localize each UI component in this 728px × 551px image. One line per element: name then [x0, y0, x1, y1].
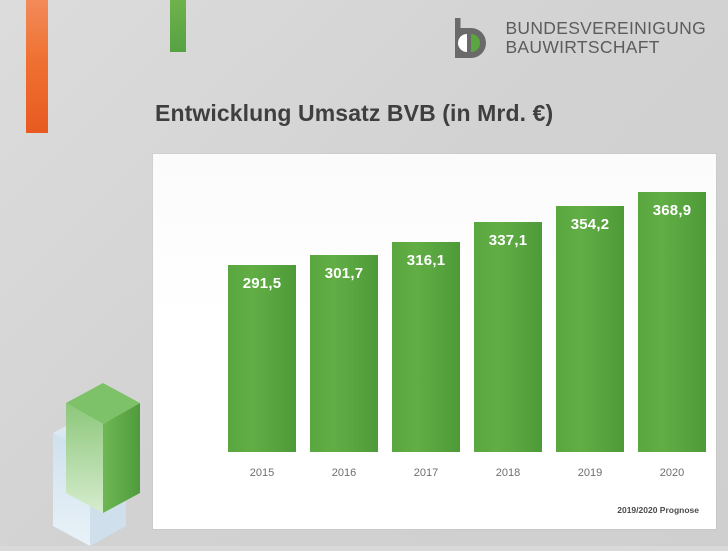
- decorative-orange-bar: [26, 0, 48, 133]
- bar-group: 354,2: [556, 205, 624, 452]
- logo-line-1: BUNDESVEREINIGUNG: [505, 18, 706, 39]
- bar: 368,9: [638, 192, 706, 452]
- chart-footnote: 2019/2020 Prognose: [617, 505, 699, 515]
- bar-value-label: 368,9: [652, 202, 692, 219]
- bar-group: 316,1: [392, 241, 460, 452]
- bar-value-label: 354,2: [570, 215, 610, 233]
- organization-logo: BUNDESVEREINIGUNG BAUWIRTSCHAFT: [445, 14, 706, 62]
- bar-group: 291,5: [228, 264, 296, 452]
- bar: 354,2: [556, 205, 624, 452]
- bar-value-label: 291,5: [242, 274, 282, 292]
- chart-panel: 291,5 2015 301,7 2016 316,1 2017 337,1 2018 354,…: [153, 154, 716, 529]
- logo-wordmark: BUNDESVEREINIGUNG BAUWIRTSCHAFT: [505, 19, 706, 57]
- bar: 291,5: [228, 264, 296, 452]
- category-label: 2017: [413, 467, 439, 479]
- bar: 337,1: [474, 221, 542, 452]
- decorative-green-bar: [170, 0, 186, 52]
- logo-line-2: BAUWIRTSCHAFT: [505, 37, 660, 57]
- decorative-cubes-graphic: [48, 361, 148, 546]
- bar: 301,7: [310, 255, 378, 452]
- page-title: Entwicklung Umsatz BVB (in Mrd. €): [155, 100, 554, 126]
- bar-value-label: 316,1: [406, 251, 446, 269]
- bar-group: 301,7: [310, 255, 378, 452]
- category-label: 2020: [659, 467, 685, 479]
- category-label: 2019: [577, 467, 603, 479]
- bar-value-label: 301,7: [324, 265, 364, 283]
- bar-value-label: 337,1: [488, 231, 528, 249]
- bar-chart-plot-area: 291,5 2015 301,7 2016 316,1 2017 337,1 2018 354,…: [153, 154, 716, 529]
- category-label: 2015: [249, 467, 275, 479]
- category-label: 2018: [495, 467, 521, 479]
- b-monogram-icon: [445, 14, 493, 62]
- bar: 316,1: [392, 241, 460, 452]
- bar-group: 337,1: [474, 221, 542, 452]
- category-label: 2016: [331, 467, 357, 479]
- bar-group: 368,9: [638, 192, 706, 452]
